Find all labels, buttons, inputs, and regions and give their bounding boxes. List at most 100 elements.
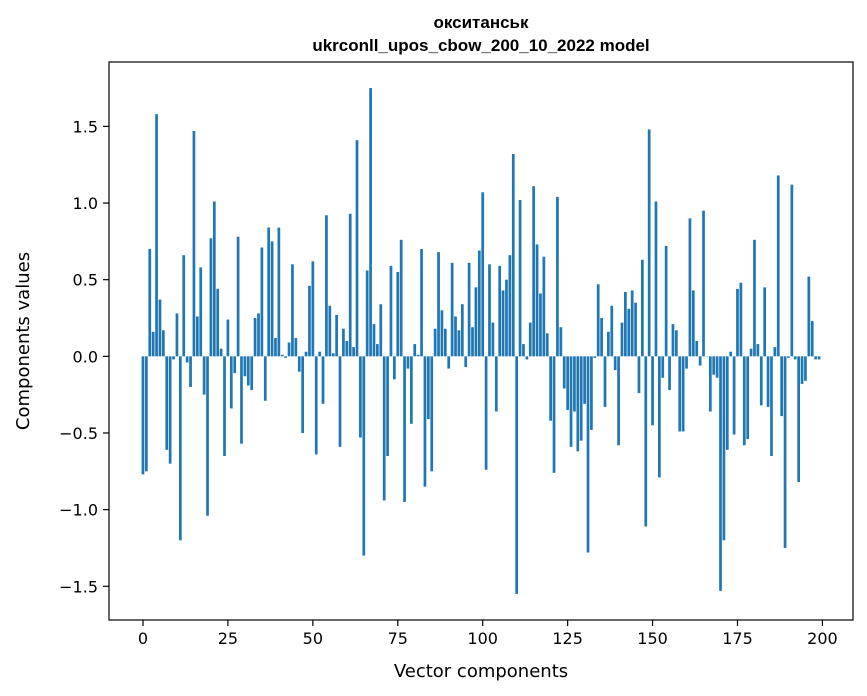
bar-110 (515, 356, 519, 594)
bar-199 (817, 356, 821, 360)
bar-34 (257, 313, 260, 357)
bar-33 (253, 318, 257, 357)
bar-41 (280, 354, 284, 357)
bar-100 (481, 192, 485, 357)
bar-32 (250, 356, 254, 391)
plot-frame (108, 61, 854, 621)
bar-74 (393, 356, 396, 380)
bar-159 (681, 356, 685, 432)
bar-50 (311, 261, 315, 357)
y-tick-label: 0.0 (73, 347, 98, 366)
y-tick-label: 1.5 (73, 117, 98, 136)
bar-111 (518, 199, 522, 357)
bar-25 (226, 319, 230, 357)
bar-124 (562, 356, 566, 389)
bar-119 (545, 333, 549, 357)
bar-97 (471, 327, 474, 357)
bar-23 (219, 348, 223, 357)
bar-77 (403, 356, 406, 502)
bar-127 (573, 356, 576, 412)
bar-176 (739, 282, 743, 357)
bar-53 (321, 356, 325, 404)
bar-72 (386, 356, 389, 456)
bar-96 (467, 262, 471, 357)
bar-113 (525, 356, 529, 360)
bar-82 (420, 249, 423, 357)
bar-194 (800, 356, 804, 384)
bar-93 (457, 330, 461, 357)
bar-192 (793, 356, 797, 360)
bar-19 (206, 356, 209, 516)
bar-80 (413, 344, 417, 357)
bar-196 (807, 276, 811, 357)
bar-4 (155, 114, 158, 357)
bar-183 (763, 287, 767, 357)
bar-13 (185, 356, 189, 363)
bar-66 (365, 270, 369, 357)
bar-112 (522, 344, 525, 357)
x-tick-label: 150 (637, 629, 668, 648)
chart-title-line2: ukrconll_upos_cbow_200_10_2022 model (312, 36, 649, 55)
bar-36 (263, 356, 267, 401)
x-tick-label: 175 (722, 629, 753, 648)
bar-156 (671, 324, 675, 357)
bar-105 (498, 265, 502, 357)
bar-144 (630, 290, 634, 357)
bar-193 (797, 356, 800, 483)
bar-185 (770, 356, 773, 456)
bar-35 (260, 247, 264, 357)
bar-14 (189, 356, 192, 387)
bar-178 (746, 356, 750, 440)
bar-131 (586, 356, 590, 553)
bar-67 (369, 88, 372, 357)
bar-95 (464, 356, 468, 368)
bar-164 (698, 356, 702, 366)
bar-171 (722, 356, 726, 541)
bar-39 (274, 337, 277, 357)
bar-73 (389, 265, 393, 357)
chart-title-line1: окситанськ (433, 13, 529, 32)
bar-102 (488, 264, 491, 357)
bar-191 (790, 184, 794, 357)
bar-29 (240, 356, 243, 444)
bar-63 (355, 140, 359, 357)
bar-24 (223, 356, 226, 456)
bar-37 (267, 227, 271, 357)
y-axis-label: Components values (13, 252, 34, 430)
bar-152 (658, 356, 661, 478)
bar-40 (277, 227, 281, 357)
bar-150 (651, 356, 654, 426)
bar-65 (362, 356, 366, 556)
bar-45 (294, 337, 298, 357)
x-tick-label: 200 (807, 629, 838, 648)
bar-76 (399, 239, 403, 357)
bar-11 (178, 356, 182, 541)
x-axis-ticks: 0 25 50 75 100 125 150 175 200 (138, 620, 838, 648)
bar-115 (532, 186, 536, 357)
bar-141 (620, 322, 624, 357)
bar-87 (437, 252, 440, 357)
bar-20 (209, 238, 213, 357)
bar-90 (447, 356, 451, 369)
bar-92 (454, 316, 457, 357)
bar-8 (168, 356, 172, 464)
bar-30 (243, 356, 247, 377)
y-tick-label: −1.0 (59, 501, 98, 520)
bar-44 (291, 264, 294, 357)
bar-161 (688, 218, 692, 357)
bar-59 (342, 328, 345, 357)
x-tick-label: 100 (467, 629, 498, 648)
bar-153 (661, 356, 665, 378)
bar-165 (702, 210, 705, 357)
bar-122 (556, 196, 559, 357)
bar-89 (443, 328, 447, 357)
x-tick-label: 125 (552, 629, 583, 648)
bar-116 (535, 244, 539, 357)
bar-75 (396, 272, 400, 357)
bar-17 (199, 267, 203, 357)
bar-46 (297, 356, 301, 372)
bar-70 (379, 304, 383, 357)
y-axis-ticks: −1.5 −1.0 −0.5 0.0 0.5 1.0 1.5 (59, 117, 109, 596)
x-tick-label: 50 (303, 629, 323, 648)
bar-91 (450, 262, 454, 357)
